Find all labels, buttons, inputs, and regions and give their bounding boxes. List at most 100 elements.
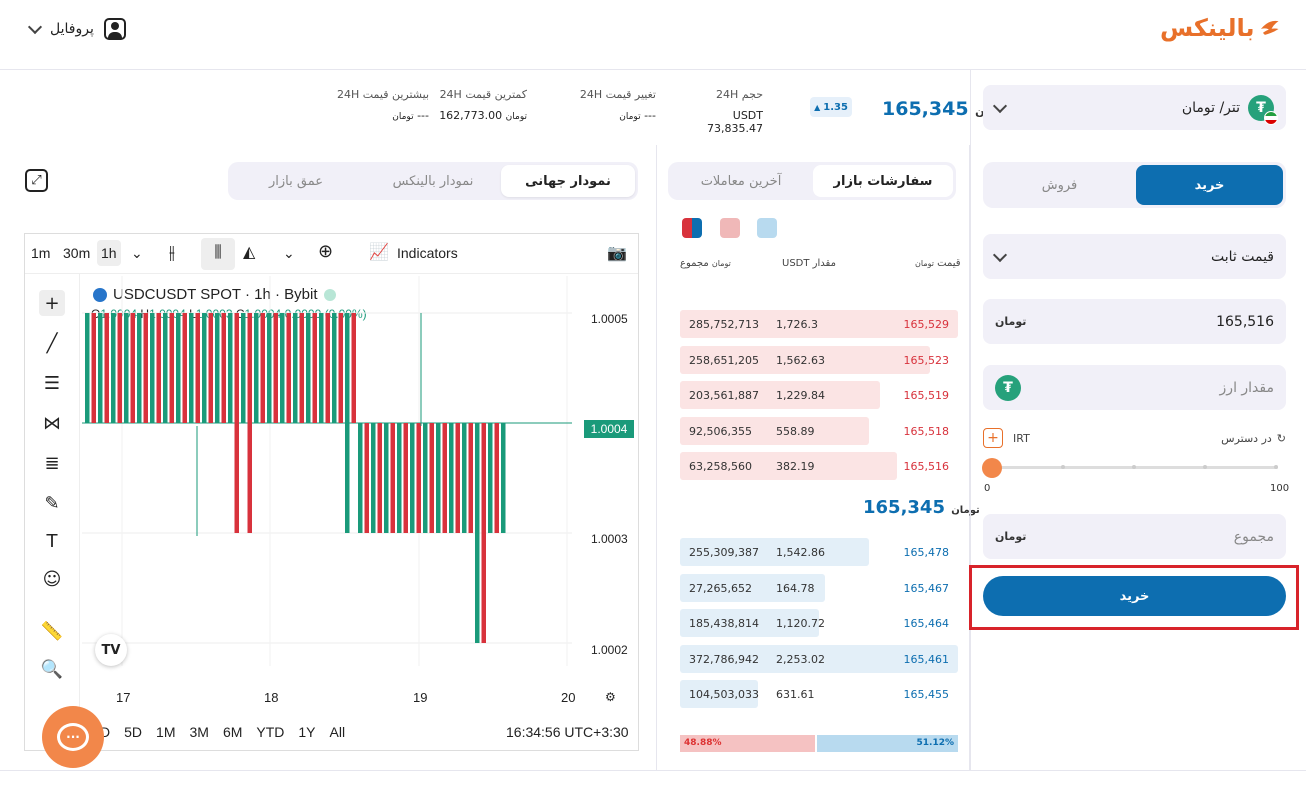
candle — [475, 423, 480, 643]
orderbook-tabs: سفارشات بازار آخرین معاملات — [668, 162, 956, 200]
tab-global-chart[interactable]: نمودار جهانی — [501, 165, 635, 197]
chevron-down-icon — [992, 247, 1008, 262]
view-sells-icon[interactable] — [720, 218, 740, 238]
depth-bar — [680, 345, 931, 374]
support-chat-button[interactable]: ··· — [42, 706, 104, 768]
candle — [423, 423, 428, 533]
interval-chevron-icon[interactable]: ⌄ — [131, 245, 143, 261]
x-label: 18 — [264, 690, 279, 705]
tradingview-chart[interactable]: 1m 30m 1h ⌄ ⫲ ⫼ ◭ ⌄ ⊕ 📈 Indicators 📷 + ╱… — [24, 233, 639, 751]
candle — [260, 313, 265, 423]
market-open-icon — [323, 288, 336, 301]
chevron-down-icon — [27, 19, 43, 35]
range-6m[interactable]: 6M — [222, 724, 243, 740]
sell-tab[interactable]: فروش — [1041, 177, 1078, 193]
slider-handle[interactable] — [982, 458, 1002, 478]
candle — [85, 313, 90, 423]
range-3m[interactable]: 3M — [189, 724, 209, 740]
buy-tab[interactable]: خرید — [1136, 165, 1283, 205]
interval-1h[interactable]: 1h — [97, 240, 121, 266]
interval-30m[interactable]: 30m — [63, 245, 91, 261]
expand-icon[interactable]: ⤢ — [25, 169, 48, 192]
order-amount: 1,229.84 — [776, 389, 825, 402]
pair-selector[interactable]: ₮ تتر/ تومان — [983, 85, 1286, 130]
order-row[interactable]: 203,561,887 1,229.84 165,519 — [680, 381, 958, 409]
order-row[interactable]: 372,786,942 2,253.02 165,461 — [680, 644, 958, 673]
horizontal-lines-icon[interactable]: ☰ — [43, 372, 61, 394]
trendline-icon[interactable]: ╱ — [46, 332, 58, 354]
price-input[interactable]: 165,516 تومان — [983, 299, 1286, 344]
deposit-plus-icon[interactable]: + — [983, 428, 1003, 448]
pattern-icon[interactable]: ⋈ — [43, 412, 61, 434]
candle — [254, 313, 259, 423]
refresh-icon[interactable]: ↻ — [1276, 431, 1286, 445]
amount-input[interactable]: مقدار ارز ₮ — [983, 365, 1286, 410]
candle — [208, 313, 213, 423]
y-label: 1.0002 — [591, 643, 628, 657]
tab-market-depth[interactable]: عمق بازار — [269, 173, 323, 189]
balinex-logo[interactable]: بالینکس — [1160, 8, 1280, 48]
compare-icon[interactable]: ⫲ — [169, 242, 175, 262]
candles-icon[interactable]: ⫼ — [201, 238, 235, 270]
view-buys-icon[interactable] — [757, 218, 777, 238]
change-value: 1.35 — [823, 101, 848, 113]
brush-icon[interactable]: ✎ — [44, 492, 60, 514]
profile-menu[interactable]: پروفایل — [27, 18, 126, 40]
chart-tabs: نمودار جهانی نمودار بالینکس عمق بازار — [228, 162, 638, 200]
order-row[interactable]: 104,503,033 631.61 165,455 — [680, 680, 958, 708]
camera-icon[interactable]: 📷 — [607, 245, 627, 262]
ruler-icon[interactable]: 📏 — [40, 620, 64, 642]
order-row[interactable]: 255,309,387 1,542.86 165,478 — [680, 538, 958, 566]
range-d[interactable]: D — [100, 724, 111, 740]
chart-toolbar: 1m 30m 1h ⌄ ⫲ ⫼ ◭ ⌄ ⊕ 📈 Indicators 📷 — [25, 234, 638, 274]
total-input[interactable]: مجموع تومان — [983, 514, 1286, 559]
amount-placeholder: مقدار ارز — [1219, 379, 1274, 396]
view-both-icon[interactable] — [682, 218, 702, 238]
candle — [358, 423, 363, 533]
submit-buy-button[interactable]: خرید — [983, 576, 1286, 616]
slider-max: 100 — [1270, 483, 1290, 494]
order-row[interactable]: 27,265,652 164.78 165,467 — [680, 573, 958, 602]
crosshair-icon[interactable]: + — [39, 290, 65, 316]
candle — [293, 313, 298, 423]
range-1m[interactable]: 1M — [156, 724, 176, 740]
range-5d[interactable]: 5D — [124, 724, 143, 740]
order-row[interactable]: 258,651,205 1,562.63 165,523 — [680, 345, 958, 374]
buy-ratio: 51.12% — [817, 735, 958, 752]
stat-low-value: تومان 162,773.00 — [439, 109, 527, 122]
settings-gear-icon[interactable]: ⚙ — [605, 690, 616, 704]
order-type-select[interactable]: قیمت ثابت — [983, 234, 1286, 279]
order-row[interactable]: 285,752,713 1,726.3 165,529 — [680, 310, 958, 338]
order-row[interactable]: 185,438,814 1,120.72 165,464 — [680, 609, 958, 637]
usdc-icon — [93, 287, 107, 302]
candle — [169, 313, 174, 423]
range-ytd[interactable]: YTD — [256, 724, 285, 740]
fib-icon[interactable]: ≣ — [44, 452, 60, 474]
candle — [234, 313, 239, 533]
tab-market-orders[interactable]: سفارشات بازار — [813, 165, 953, 197]
trade-form-panel — [970, 70, 1306, 770]
tab-balinex-chart[interactable]: نمودار بالینکس — [392, 173, 474, 189]
order-row[interactable]: 92,506,355 558.89 165,518 — [680, 416, 958, 445]
available-wrap: در دسترس ↻ — [1221, 432, 1286, 445]
area-chart-icon[interactable]: ◭ — [243, 244, 256, 261]
emoji-icon[interactable]: ☺ — [42, 568, 62, 590]
amount-slider[interactable] — [982, 458, 1278, 478]
zoom-icon[interactable]: 🔍 — [40, 658, 64, 680]
interval-1m[interactable]: 1m — [31, 245, 51, 261]
chart-type-chevron-icon[interactable]: ⌄ — [283, 245, 295, 261]
order-price: 165,529 — [903, 318, 950, 331]
indicators-button[interactable]: Indicators — [397, 245, 458, 261]
text-tool-icon[interactable]: T — [46, 530, 58, 552]
candle — [137, 313, 142, 423]
range-1y[interactable]: 1Y — [298, 724, 316, 740]
range-selector: D 5D 1M 3M 6M YTD 1Y All — [100, 724, 359, 740]
tradingview-logo[interactable]: TV — [95, 634, 127, 666]
range-all[interactable]: All — [329, 724, 346, 740]
tether-icon: ₮ — [1248, 94, 1278, 125]
candle — [143, 313, 148, 423]
add-indicator-icon[interactable]: ⊕ — [318, 241, 334, 261]
order-row[interactable]: 63,258,560 382.19 165,516 — [680, 452, 958, 480]
tab-last-trades[interactable]: آخرین معاملات — [700, 173, 782, 189]
order-total: 255,309,387 — [689, 546, 759, 559]
